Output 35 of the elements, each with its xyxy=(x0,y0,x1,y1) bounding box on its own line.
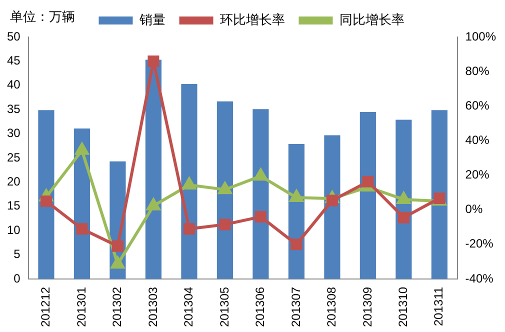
x-tick-label: 201308 xyxy=(324,286,339,328)
y-tick-label: 40 xyxy=(6,78,21,92)
x-tick-label: 201304 xyxy=(182,286,196,328)
x-tick-label: 201310 xyxy=(396,286,410,328)
y-tick-label: 35 xyxy=(6,102,21,116)
y2-tick-label: 80% xyxy=(465,64,490,78)
y-tick-label: 20 xyxy=(6,174,21,188)
y-tick-label: 5 xyxy=(14,247,21,262)
y-tick-label: 0 xyxy=(14,271,21,286)
y2-tick-label: -40% xyxy=(465,271,494,286)
x-tick-label: 201309 xyxy=(360,286,374,328)
x-tick-label: 201303 xyxy=(146,286,160,328)
y2-tick-label: 0% xyxy=(465,202,483,216)
x-tick-label: 201302 xyxy=(110,286,124,328)
x-tick-label: 201307 xyxy=(288,286,303,328)
y2-tick-label: 60% xyxy=(465,98,490,112)
y-tick-label: 10 xyxy=(6,222,21,237)
y-tick-label: 45 xyxy=(6,54,21,68)
y-tick-label: 25 xyxy=(6,150,21,164)
x-tick-label: 201212 xyxy=(38,286,53,328)
y2-tick-label: -20% xyxy=(465,236,494,251)
legend-label: 同比增长率 xyxy=(339,12,404,28)
x-tick-label: 201305 xyxy=(217,286,232,328)
y2-tick-label: 40% xyxy=(465,133,490,148)
y2-tick-label: 20% xyxy=(465,168,490,182)
y-tick-label: 30 xyxy=(6,126,21,140)
x-tick-label: 201306 xyxy=(253,286,268,328)
legend-label: 环比增长率 xyxy=(220,12,285,28)
y-tick-label: 50 xyxy=(6,29,21,44)
y-tick-label: 15 xyxy=(6,198,21,213)
text: 单位：万辆 xyxy=(10,9,75,26)
y2-tick-label: 100% xyxy=(465,29,496,44)
x-tick-label: 201301 xyxy=(74,286,88,328)
x-tick-label: 201311 xyxy=(432,286,446,326)
legend-label: 销量 xyxy=(138,12,166,28)
